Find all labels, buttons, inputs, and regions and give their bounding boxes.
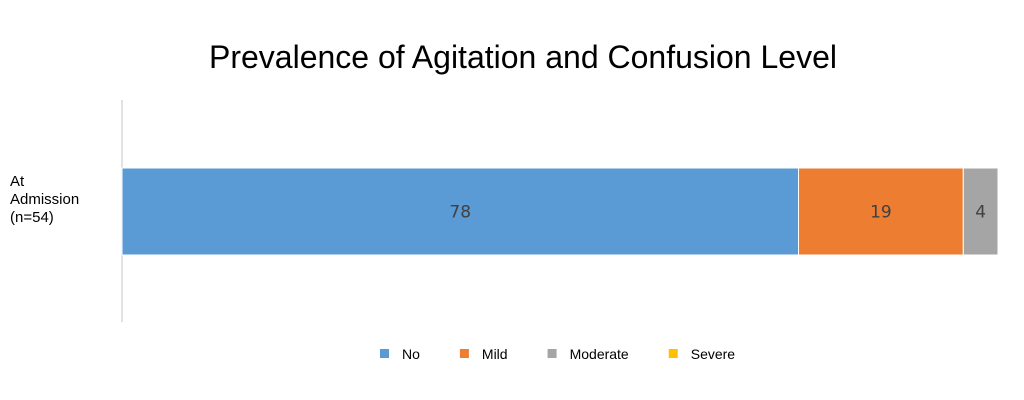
category-label-line: At <box>10 173 25 190</box>
bar-moderate <box>962 167 999 256</box>
data-label-mild: 19 <box>870 203 892 223</box>
category-label-line: (n=54) <box>10 209 54 226</box>
data-label-no: 78 <box>449 203 471 223</box>
bar-mild <box>798 167 964 256</box>
data-labels: 78 19 4 <box>449 203 986 223</box>
category-label-line: Admission <box>10 191 79 208</box>
legend-label-mild: Mild <box>482 346 508 362</box>
legend-swatch-severe <box>668 349 678 358</box>
legend-label-moderate: Moderate <box>570 346 629 362</box>
legend-swatch-mild <box>459 349 469 358</box>
legend-label-no: No <box>402 346 420 362</box>
data-label-moderate: 4 <box>975 203 986 223</box>
bar-series <box>121 167 999 256</box>
legend: No Mild Moderate Severe <box>380 346 735 362</box>
chart-title: Prevalence of Agitation and Confusion Le… <box>209 39 837 75</box>
legend-swatch-moderate <box>547 349 557 358</box>
bar-no <box>121 167 800 256</box>
legend-label-severe: Severe <box>691 346 736 362</box>
legend-swatch-no <box>380 349 389 358</box>
